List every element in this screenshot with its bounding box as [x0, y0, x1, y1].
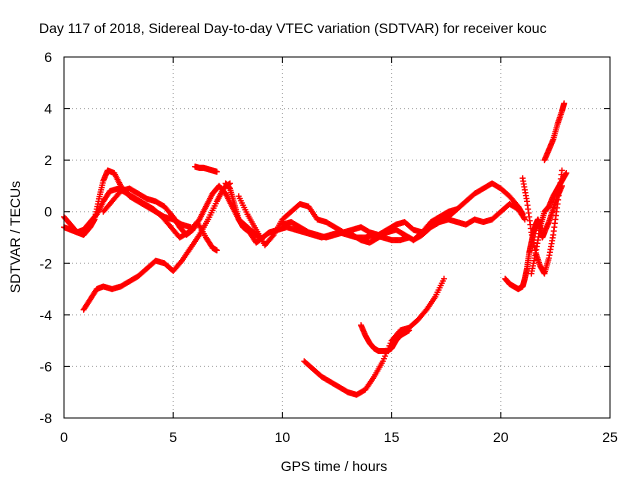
data-point	[521, 215, 528, 222]
series-arc-9	[410, 200, 528, 244]
x-tick-label: 15	[384, 429, 400, 445]
series-arc-13	[519, 167, 565, 277]
plot-frame	[63, 56, 611, 419]
data-point	[563, 170, 570, 177]
tick-layer: 0 5 10 15 20 25 -8 -6 -4 -2 0 2 4 6	[40, 49, 618, 445]
data-marks	[61, 100, 570, 398]
x-tick-label: 25	[602, 429, 618, 445]
data-point	[213, 168, 220, 175]
y-tick-label: 6	[44, 49, 52, 65]
series-arc-3	[80, 180, 233, 313]
grid-layer	[64, 57, 610, 418]
series-arc-11	[358, 322, 413, 354]
data-point	[441, 275, 448, 282]
x-tick-label: 5	[169, 429, 177, 445]
series-arc-10	[301, 275, 448, 398]
y-tick-label: -8	[40, 410, 53, 426]
series-arc-5	[192, 163, 220, 175]
data-point	[521, 216, 528, 223]
data-point	[561, 100, 568, 107]
y-tick-label: -4	[40, 307, 53, 323]
x-tick-label: 10	[275, 429, 291, 445]
y-tick-label: -2	[40, 255, 53, 271]
series-arc-12	[502, 182, 565, 293]
x-axis-title: GPS time / hours	[281, 458, 388, 474]
series-arc-7	[235, 193, 461, 249]
y-axis-title: SDTVAR / TECUs	[7, 181, 23, 293]
series-arc-8	[279, 180, 526, 246]
series-arc-14	[528, 170, 570, 277]
data-point	[558, 167, 565, 174]
data-point	[213, 247, 220, 254]
series-arc-15	[541, 100, 568, 164]
y-tick-label: -6	[40, 358, 53, 374]
x-tick-label: 20	[493, 429, 509, 445]
y-tick-label: 0	[44, 204, 52, 220]
y-tick-label: 4	[44, 101, 52, 117]
x-tick-label: 0	[60, 429, 68, 445]
data-point	[269, 233, 276, 240]
data-point	[406, 327, 413, 334]
chart-title: Day 117 of 2018, Sidereal Day-to-day VTE…	[39, 20, 547, 36]
y-tick-label: 2	[44, 152, 52, 168]
